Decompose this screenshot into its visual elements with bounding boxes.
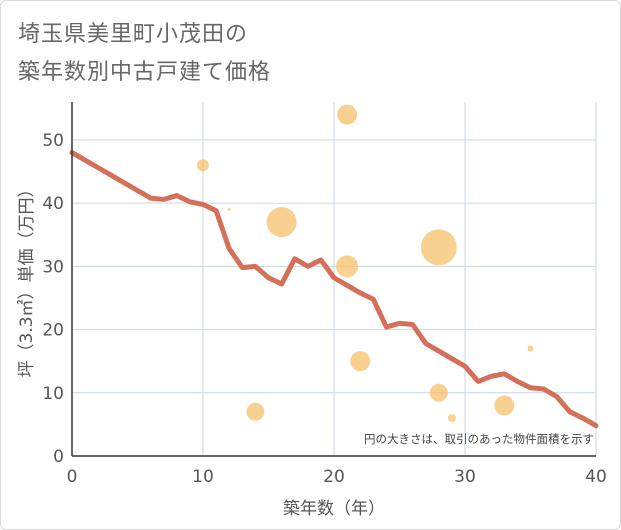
bubble-layer [197, 104, 534, 423]
x-tick-label: 40 [585, 467, 607, 487]
grid-lines [72, 102, 597, 456]
x-tick-label: 0 [67, 467, 78, 487]
chart-title-line1: 埼玉県美里町小茂田の [18, 22, 249, 47]
bubble-point [527, 345, 534, 352]
bubble-point [227, 207, 231, 211]
y-tick-label: 10 [42, 384, 64, 404]
y-axis-label: 坪（3.3㎡）単価（万円） [17, 180, 37, 377]
chart-title-line2: 築年数別中古戸建て価格 [18, 60, 272, 85]
bubble-point [246, 402, 265, 421]
average-price-line [69, 150, 599, 429]
tick-labels: 0 10 20 30 40 0 10 20 30 40 50 [42, 131, 606, 487]
bubble-point [197, 159, 209, 172]
bubble-point [447, 414, 456, 423]
y-tick-label: 50 [42, 131, 64, 151]
bubble-point [429, 383, 448, 402]
y-tick-label: 0 [53, 447, 64, 467]
trend-line-layer [69, 150, 599, 429]
x-axis-label: 築年数（年） [283, 499, 385, 519]
bubble-point [350, 351, 371, 372]
x-tick-label: 10 [192, 467, 214, 487]
x-tick-label: 20 [323, 467, 345, 487]
bubble-point [336, 255, 359, 278]
y-tick-label: 30 [42, 257, 64, 277]
bubble-size-note: 円の大きさは、取引のあった物件面積を示す [364, 432, 594, 446]
x-tick-label: 30 [454, 467, 476, 487]
bubble-point [266, 207, 297, 238]
y-tick-label: 40 [42, 194, 64, 214]
y-tick-label: 20 [42, 321, 64, 341]
bubble-point [420, 229, 457, 266]
bubble-point [494, 395, 515, 416]
axes [71, 102, 596, 457]
bubble-point [337, 104, 358, 125]
